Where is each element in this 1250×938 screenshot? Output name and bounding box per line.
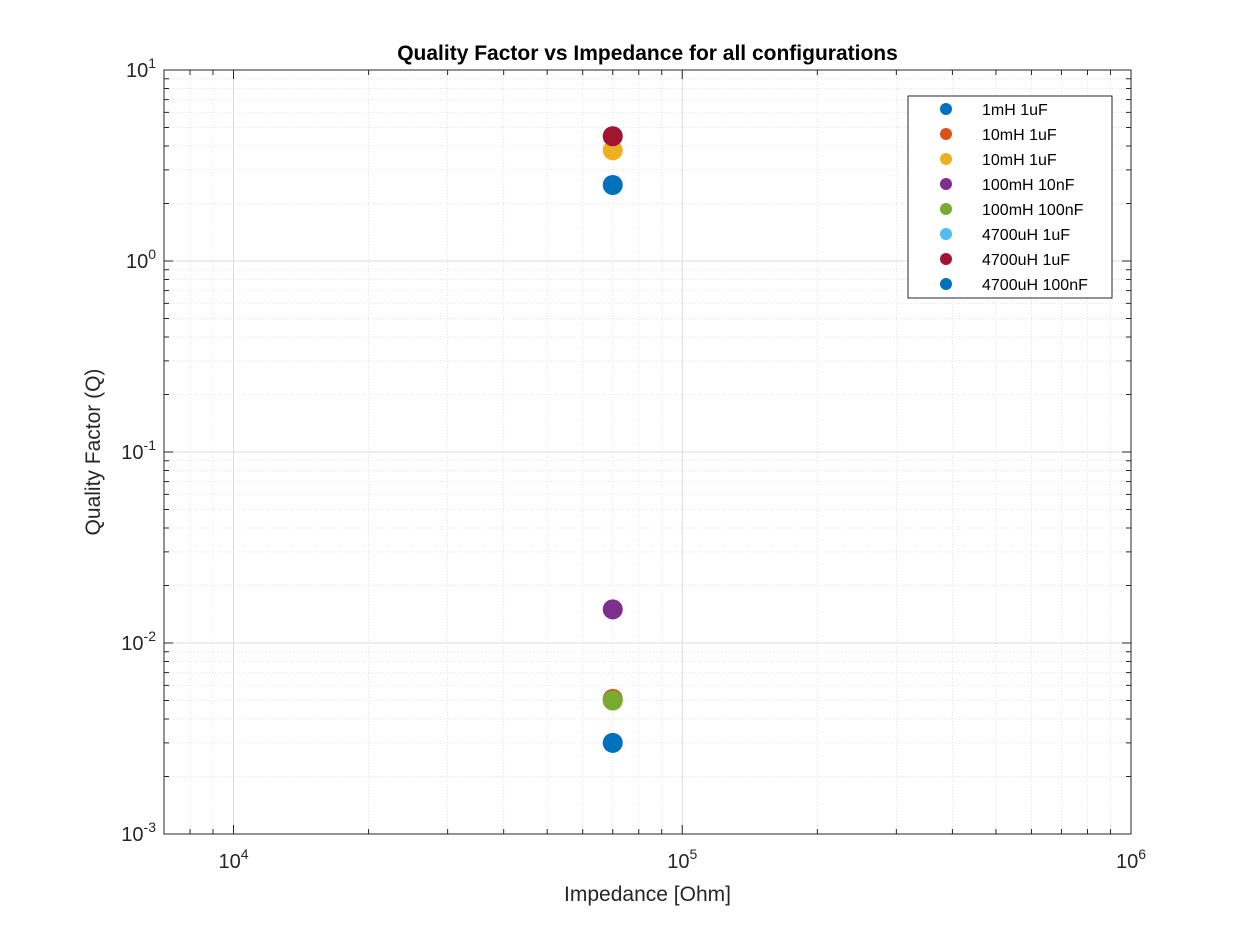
data-point-series-6 [602,126,623,147]
x-tick-label: 106 [1116,846,1146,873]
legend-label: 100mH 100nF [982,202,1084,219]
legend-label: 4700uH 1uF [982,252,1070,269]
legend-label: 4700uH 1uF [982,227,1070,244]
legend-marker [940,128,952,140]
legend-marker [940,178,952,190]
legend-item: 100mH 100nF [940,202,1084,219]
data-point-series-0 [602,732,623,753]
legend-item: 10mH 1uF [940,127,1057,144]
chart-title: Quality Factor vs Impedance for all conf… [397,42,898,65]
legend-item: 4700uH 1uF [940,252,1070,269]
ticks [163,69,1132,835]
legend-item: 10mH 1uF [940,152,1057,169]
legend-label: 4700uH 100nF [982,277,1088,294]
legend-marker [940,253,952,265]
legend-marker [940,278,952,290]
data-point-series-2 [602,140,623,161]
legend[interactable]: 1mH 1uF 10mH 1uF 10mH 1uF 100mH 10nF 100mH 1… [907,95,1113,299]
legend-label: 10mH 1uF [982,127,1057,144]
legend-marker [940,228,952,240]
y-tick-label: 10-3 [121,819,156,846]
y-tick-label: 101 [126,55,156,82]
legend-item: 4700uH 100nF [940,277,1088,294]
legend-label: 10mH 1uF [982,152,1057,169]
data-point-series-7 [602,174,623,195]
legend-marker [940,103,952,115]
x-tick-label: 105 [667,846,697,873]
data-point-series-4 [602,690,623,711]
legend-item: 1mH 1uF [940,102,1048,119]
data-points [602,126,623,753]
legend-marker [940,153,952,165]
legend-item: 100mH 10nF [940,177,1075,194]
y-tick-label: 10-2 [121,628,156,655]
legend-label: 1mH 1uF [982,102,1048,119]
minor-grid [163,70,1131,834]
y-tick-label: 100 [126,246,156,273]
data-point-series-3 [602,599,623,620]
y-tick-label: 10-1 [121,437,156,464]
y-axis-label: Quality Factor (Q) [82,369,105,536]
legend-item: 4700uH 1uF [940,227,1070,244]
x-tick-label: 104 [218,846,248,873]
legend-label: 100mH 10nF [982,177,1075,194]
tick-labels: 104 105 106 10-3 10-2 10-1 100 101 [121,55,1146,873]
legend-marker [940,203,952,215]
x-axis-label: Impedance [Ohm] [564,883,731,906]
